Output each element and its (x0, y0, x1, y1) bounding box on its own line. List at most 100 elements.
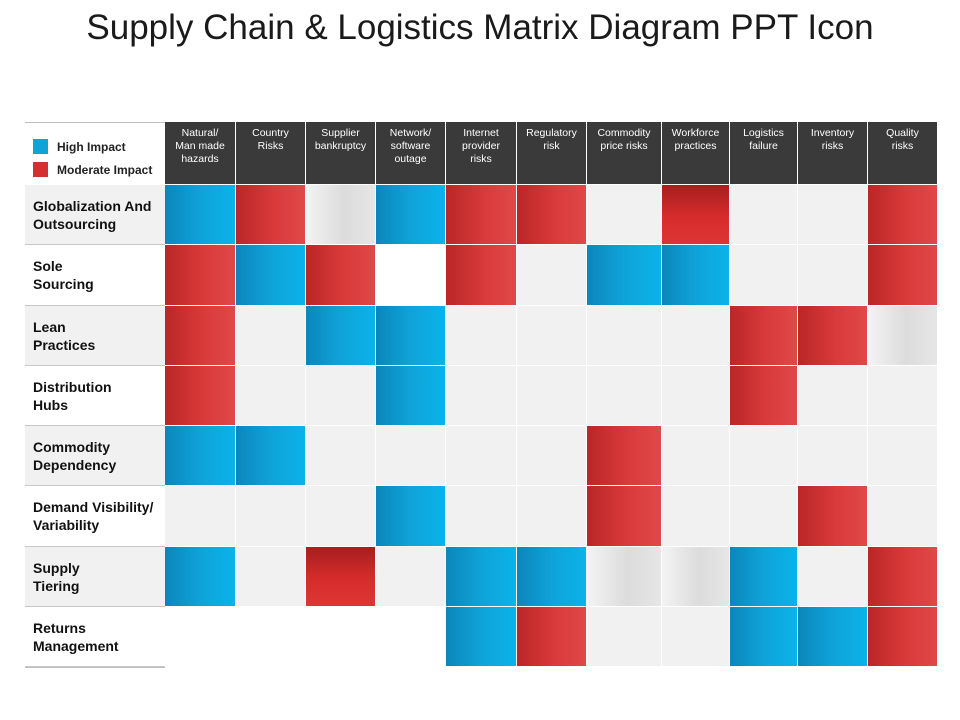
column-header: Regulatory risk (517, 122, 586, 184)
matrix-cell-moderate (798, 306, 867, 365)
matrix-cell-high (376, 366, 445, 425)
matrix-cell-empty (798, 245, 867, 305)
matrix-cell-high (730, 547, 797, 606)
matrix-cell-moderate (517, 607, 586, 666)
matrix-cell-empty (446, 306, 516, 365)
matrix-cell-high (165, 185, 235, 244)
matrix-cell-grey (868, 306, 937, 365)
matrix-cell-empty (730, 245, 797, 305)
matrix-cell-high (446, 607, 516, 666)
matrix-cell-empty (662, 426, 729, 485)
matrix-cell-white (165, 607, 235, 666)
matrix-cell-empty (446, 486, 516, 546)
matrix-cell-empty (662, 366, 729, 425)
row-label: Returns Management (25, 607, 165, 667)
column-header: Network/ software outage (376, 122, 445, 184)
matrix-cell-empty (798, 366, 867, 425)
column-header: Inventory risks (798, 122, 867, 184)
row-label: Distribution Hubs (25, 366, 165, 426)
matrix-cell-empty (165, 486, 235, 546)
page-title: Supply Chain & Logistics Matrix Diagram … (86, 8, 874, 47)
matrix-cell-moderate (236, 185, 305, 244)
column-header: Internet provider risks (446, 122, 516, 184)
matrix-cell-moderate (446, 245, 516, 305)
row-label: Sole Sourcing (25, 245, 165, 306)
column-header: Natural/ Man made hazards (165, 122, 235, 184)
matrix-cell-moderate (517, 185, 586, 244)
matrix-cell-moderate (730, 366, 797, 425)
row-label: Globalization And Outsourcing (25, 185, 165, 245)
matrix-cell-empty (376, 426, 445, 485)
matrix-cell-moderate (446, 185, 516, 244)
matrix-cell-empty (236, 547, 305, 606)
matrix-cell-grey (587, 547, 661, 606)
matrix-cell-moderate (587, 426, 661, 485)
legend: High Impact Moderate Impact (25, 122, 165, 185)
matrix-cell-empty (306, 366, 375, 425)
matrix-cell-empty (517, 486, 586, 546)
column-header: Quality risks (868, 122, 937, 184)
matrix-cell-empty (587, 185, 661, 244)
matrix-cell-empty (798, 547, 867, 606)
matrix-cell-high (798, 607, 867, 666)
matrix-cell-high (236, 245, 305, 305)
matrix-cell-empty (798, 426, 867, 485)
matrix-cell-moderate (730, 306, 797, 365)
matrix-cell-empty (587, 306, 661, 365)
matrix-cell-high (587, 245, 661, 305)
column-header: Logistics failure (730, 122, 797, 184)
matrix-cell-empty (236, 306, 305, 365)
matrix-cell-moderate-v (306, 547, 375, 606)
row-label: Commodity Dependency (25, 426, 165, 486)
matrix-cell-moderate (868, 547, 937, 606)
matrix-cell-moderate (306, 245, 375, 305)
matrix-cell-grey (662, 547, 729, 606)
matrix-cell-high (376, 185, 445, 244)
matrix-cell-high (306, 306, 375, 365)
matrix-cell-empty (517, 306, 586, 365)
legend-label-high: High Impact (57, 140, 126, 154)
matrix-cell-empty (306, 426, 375, 485)
matrix-cell-high (165, 547, 235, 606)
matrix-cell-moderate (868, 185, 937, 244)
matrix-cell-empty (798, 185, 867, 244)
matrix-cell-high (517, 547, 586, 606)
matrix-cell-empty (730, 185, 797, 244)
matrix-cell-empty (517, 426, 586, 485)
legend-label-moderate: Moderate Impact (57, 163, 153, 177)
matrix-cell-empty (376, 547, 445, 606)
matrix-cell-empty (517, 245, 586, 305)
matrix-cell-moderate (587, 486, 661, 546)
matrix-cell-high (376, 486, 445, 546)
matrix-cell-high (730, 607, 797, 666)
column-header: Workforce practices (662, 122, 729, 184)
matrix-cell-moderate-v (662, 185, 729, 244)
legend-swatch-moderate (33, 162, 48, 177)
matrix-cell-white (376, 607, 445, 666)
matrix-cell-white (376, 245, 445, 305)
matrix-cell-high (376, 306, 445, 365)
matrix-cell-white (236, 607, 305, 666)
row-label-bottom-border (25, 667, 165, 668)
matrix-cell-empty (662, 486, 729, 546)
matrix-cell-empty (587, 366, 661, 425)
matrix-cell-empty (446, 366, 516, 425)
matrix-cell-empty (662, 607, 729, 666)
row-label: Lean Practices (25, 306, 165, 366)
matrix-cell-empty (730, 426, 797, 485)
matrix-cell-empty (306, 486, 375, 546)
matrix-cell-empty (517, 366, 586, 425)
matrix-cell-moderate (165, 245, 235, 305)
column-header: Country Risks (236, 122, 305, 184)
matrix-cell-moderate (798, 486, 867, 546)
matrix-cell-white (306, 607, 375, 666)
matrix-cell-high (236, 426, 305, 485)
matrix-cell-moderate (165, 306, 235, 365)
matrix-cell-empty (236, 486, 305, 546)
matrix-cell-moderate (868, 245, 937, 305)
row-label: Supply Tiering (25, 547, 165, 607)
matrix-cell-empty (868, 486, 937, 546)
matrix-cell-empty (446, 426, 516, 485)
legend-swatch-high (33, 139, 48, 154)
